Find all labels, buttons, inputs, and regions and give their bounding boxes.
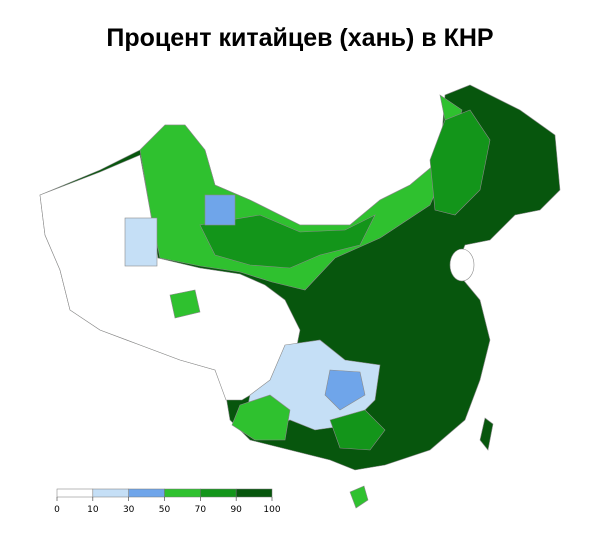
hainan xyxy=(349,485,369,509)
bohai-sea xyxy=(449,248,475,282)
title: Процент китайцев (хань) в КНР xyxy=(106,24,493,52)
legend-tick-label: 30 xyxy=(123,505,135,515)
region-light xyxy=(124,217,158,267)
legend-swatch xyxy=(128,488,165,498)
region-guangxi xyxy=(329,409,386,451)
map xyxy=(39,84,561,509)
legend-tick-label: 100 xyxy=(263,505,280,515)
region-northeast xyxy=(429,109,491,216)
legend-swatch xyxy=(164,488,201,498)
region-blue xyxy=(204,194,236,226)
region-southwest-green xyxy=(231,394,291,441)
region-north-dark xyxy=(199,214,376,269)
legend-tick-label: 0 xyxy=(54,505,60,515)
legend-tick-label: 10 xyxy=(87,505,99,515)
legend-tick-label: 50 xyxy=(159,505,171,515)
legend-swatch xyxy=(92,488,129,498)
region-southwest-blue xyxy=(324,369,366,411)
legend-swatch xyxy=(200,488,237,498)
legend: 0 10 30 50 70 90 100 xyxy=(54,488,281,515)
region-gansu xyxy=(169,289,201,319)
legend-tick-label: 70 xyxy=(195,505,207,515)
legend-swatch xyxy=(56,488,94,498)
legend-tick-label: 90 xyxy=(230,505,242,515)
legend-swatch xyxy=(235,488,273,498)
taiwan xyxy=(479,417,494,451)
